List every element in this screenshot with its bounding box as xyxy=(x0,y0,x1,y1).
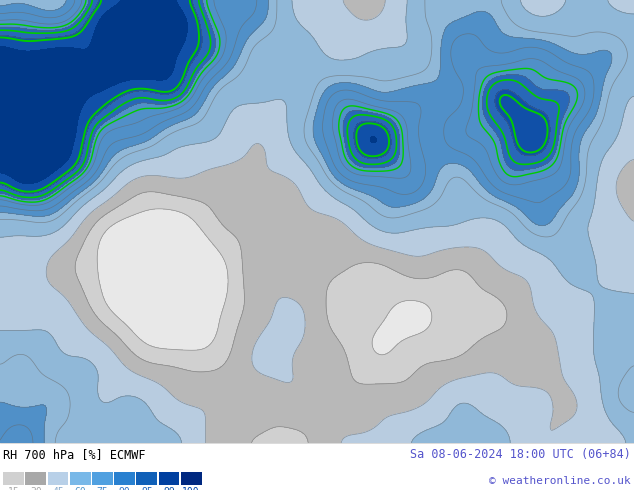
Text: 100: 100 xyxy=(183,487,200,490)
Bar xyxy=(3,472,24,485)
Text: 60: 60 xyxy=(614,5,626,17)
Text: Sa 08-06-2024 18:00 UTC (06+84): Sa 08-06-2024 18:00 UTC (06+84) xyxy=(410,448,631,461)
Text: RH 700 hPa [%] ECMWF: RH 700 hPa [%] ECMWF xyxy=(3,448,146,461)
Text: 30: 30 xyxy=(78,287,90,299)
Bar xyxy=(136,472,157,485)
Text: 30: 30 xyxy=(259,425,272,438)
Text: 90: 90 xyxy=(554,129,564,140)
Text: 99: 99 xyxy=(163,487,175,490)
Text: 95: 95 xyxy=(372,117,384,128)
Bar xyxy=(158,472,179,485)
Bar xyxy=(181,472,202,485)
Text: 30: 30 xyxy=(344,359,354,370)
Bar xyxy=(48,472,68,485)
Text: 70: 70 xyxy=(154,134,167,147)
Text: 70: 70 xyxy=(56,418,70,432)
Text: 60: 60 xyxy=(311,38,324,51)
Text: 70: 70 xyxy=(304,100,316,112)
Text: 80: 80 xyxy=(230,36,242,48)
Text: 80: 80 xyxy=(547,189,559,201)
Bar xyxy=(25,472,46,485)
Text: 15: 15 xyxy=(8,487,20,490)
Text: 95: 95 xyxy=(39,33,49,43)
Text: 60: 60 xyxy=(553,2,567,16)
Bar xyxy=(70,472,91,485)
Text: 60: 60 xyxy=(65,211,78,224)
Text: 80: 80 xyxy=(29,9,40,21)
Text: 80: 80 xyxy=(322,143,334,155)
Text: 60: 60 xyxy=(146,406,159,419)
Bar xyxy=(92,472,113,485)
Text: 90: 90 xyxy=(339,133,349,144)
Text: 95: 95 xyxy=(141,487,153,490)
Text: 70: 70 xyxy=(620,367,633,380)
Text: 95: 95 xyxy=(507,130,518,142)
Text: 95: 95 xyxy=(60,168,73,181)
Text: 60: 60 xyxy=(424,423,436,435)
Text: 90: 90 xyxy=(119,487,131,490)
Text: 80: 80 xyxy=(0,429,10,442)
Text: 60: 60 xyxy=(74,487,86,490)
Text: 90: 90 xyxy=(23,24,34,34)
Text: 90: 90 xyxy=(56,179,69,193)
Text: 30: 30 xyxy=(30,487,42,490)
Bar xyxy=(114,472,135,485)
Text: © weatheronline.co.uk: © weatheronline.co.uk xyxy=(489,476,631,486)
Text: 60: 60 xyxy=(618,111,629,122)
Text: 45: 45 xyxy=(52,487,64,490)
Text: 75: 75 xyxy=(96,487,108,490)
